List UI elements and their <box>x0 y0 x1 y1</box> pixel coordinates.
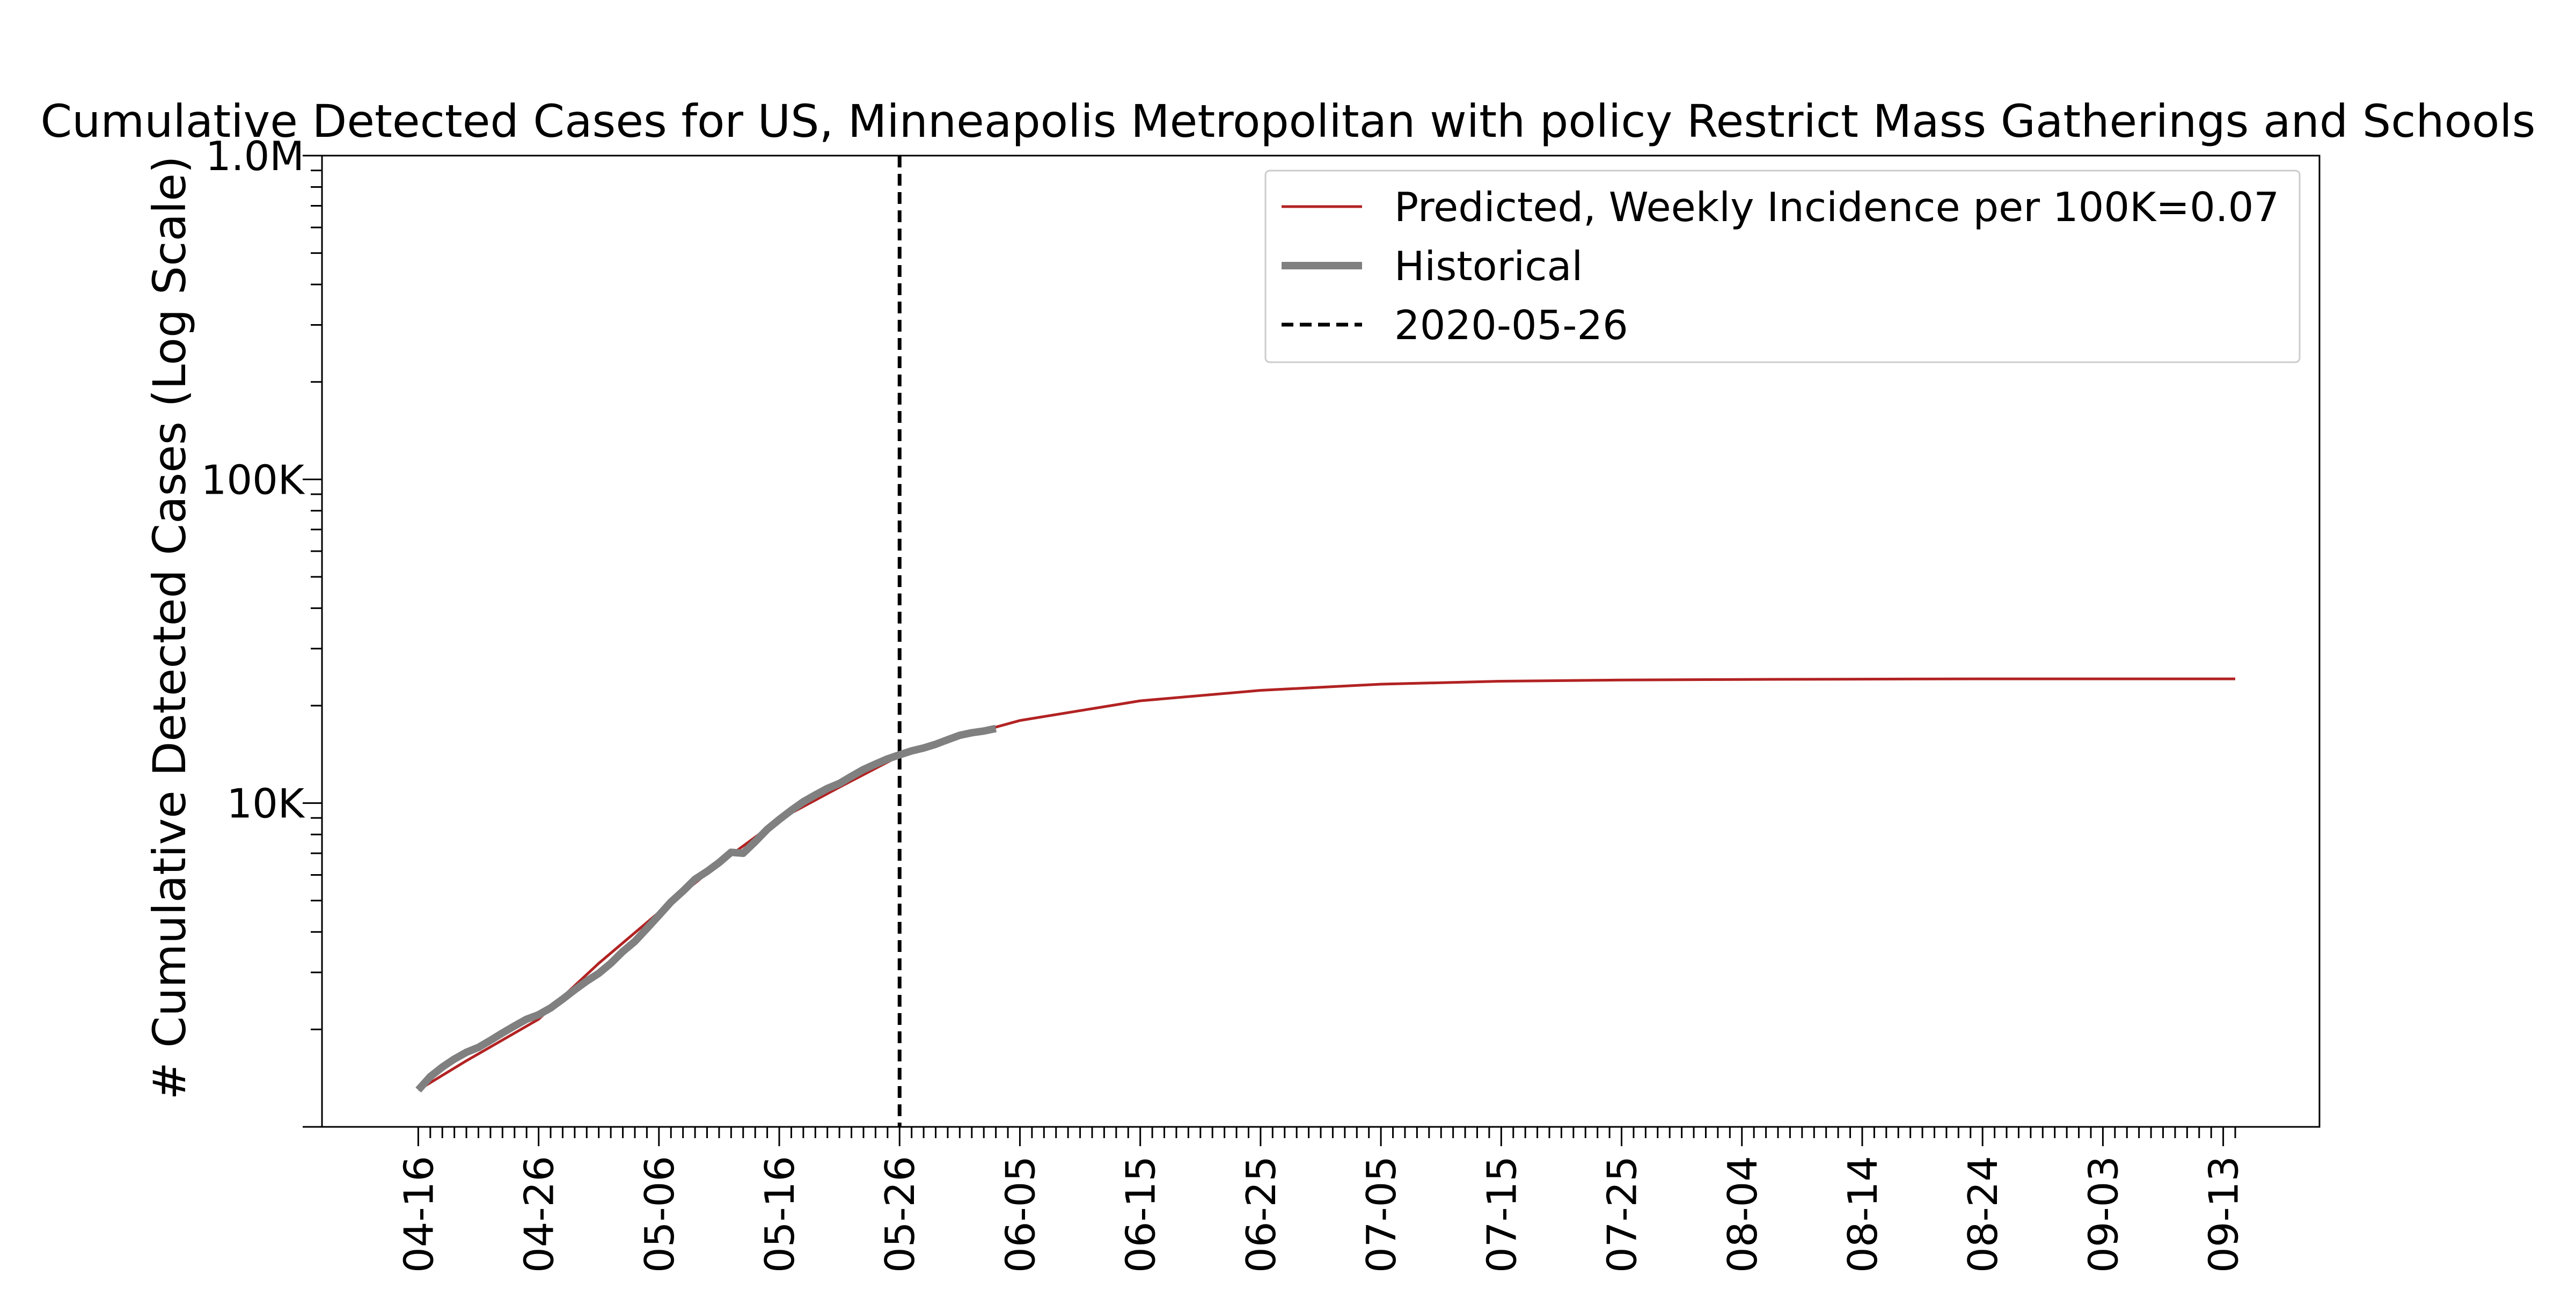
legend-predicted-label: Predicted, Weekly Incidence per 100K=0.0… <box>1394 184 2279 231</box>
x-tick-label: 08-14 <box>1839 1156 1886 1273</box>
y-tick-label: 100K <box>201 456 305 503</box>
series-historical-line <box>415 724 997 1093</box>
y-axis: 10K 100K 1.0M <box>201 133 322 1128</box>
x-tick-label: 05-16 <box>756 1156 803 1273</box>
legend-box <box>1264 170 2301 363</box>
x-tick-label: 06-05 <box>997 1156 1044 1273</box>
x-tick-label: 05-06 <box>636 1156 683 1273</box>
x-tick-label: 08-24 <box>1959 1156 2007 1273</box>
series-predicted-line <box>418 677 2235 1091</box>
plot-frame <box>321 155 2321 1128</box>
y-axis-label: # Cumulative Detected Cases (Log Scale) <box>143 156 196 1100</box>
legend-historical-label: Historical <box>1394 243 1583 290</box>
x-tick-label: 07-15 <box>1478 1156 1525 1273</box>
y-tick-label: 10K <box>226 780 305 827</box>
x-tick-label: 04-16 <box>395 1156 442 1273</box>
plot-area <box>415 156 2235 1127</box>
x-tick-label: 06-15 <box>1117 1156 1165 1273</box>
x-tick-label: 06-25 <box>1238 1156 1285 1273</box>
y-tick-label: 1.0M <box>206 133 304 180</box>
x-tick-label: 09-03 <box>2080 1156 2127 1273</box>
legend-vline-label: 2020-05-26 <box>1394 302 1628 349</box>
x-tick-label: 09-13 <box>2200 1156 2248 1273</box>
x-tick-label: 07-25 <box>1599 1156 1646 1273</box>
x-axis: 04-16 04-26 05-06 05-16 05-26 06-05 06-15 06-25… <box>395 1127 2248 1273</box>
x-tick-label: 05-26 <box>876 1156 924 1273</box>
x-tick-label: 07-05 <box>1358 1156 1405 1273</box>
x-tick-label: 04-26 <box>516 1156 563 1273</box>
legend: Predicted, Weekly Incidence per 100K=0.0… <box>1264 170 2301 363</box>
x-tick-label: 08-04 <box>1719 1156 1766 1273</box>
chart-title: Cumulative Detected Cases for US, Minnea… <box>41 95 2536 148</box>
